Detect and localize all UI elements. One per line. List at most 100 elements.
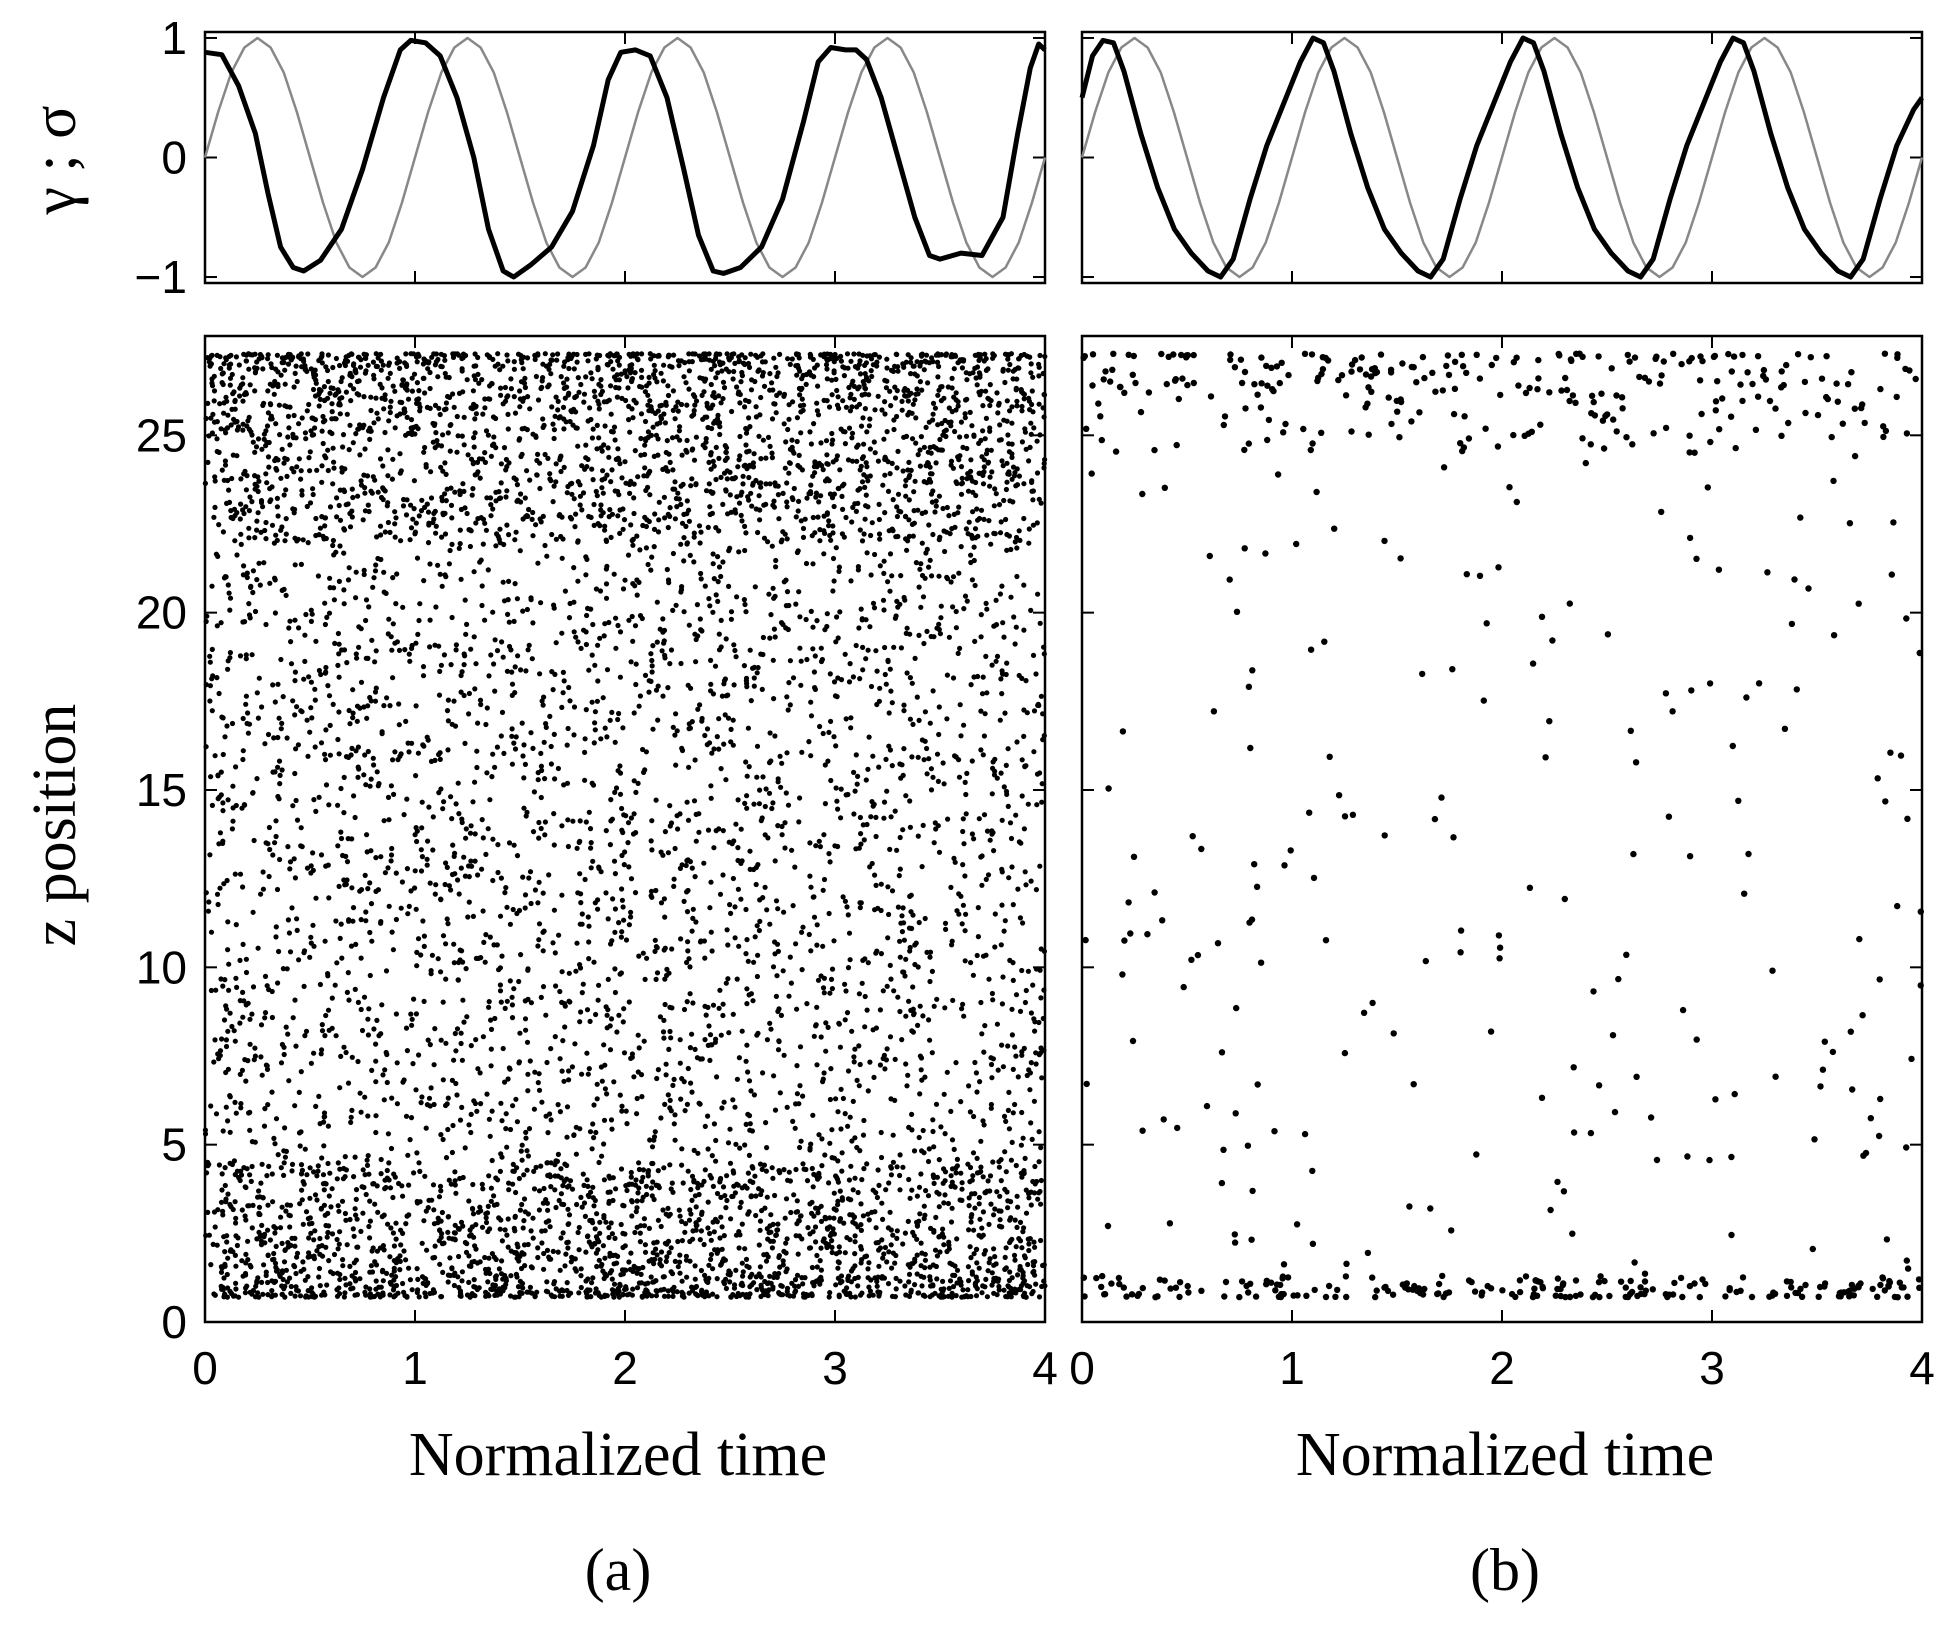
scatter-point: [237, 1020, 243, 1026]
scatter-point: [338, 835, 345, 842]
scatter-point: [647, 398, 653, 404]
scatter-point: [980, 1174, 986, 1180]
scatter-point: [370, 584, 376, 590]
scatter-point: [958, 733, 964, 739]
scatter-point: [950, 997, 956, 1004]
scatter-point: [866, 1217, 872, 1223]
scatter-point: [405, 740, 411, 746]
scatter-point: [479, 1181, 485, 1187]
scatter-point: [1011, 1252, 1018, 1258]
scatter-point: [392, 640, 398, 646]
scatter-point: [920, 822, 926, 829]
scatter-point: [882, 671, 888, 678]
scatter-point: [1010, 1066, 1016, 1072]
scatter-point: [536, 937, 542, 943]
scatter-point: [337, 1085, 343, 1091]
scatter-point: [755, 529, 761, 536]
scatter-point: [576, 839, 582, 846]
scatter-point: [702, 1037, 708, 1043]
scatter-point: [1006, 1089, 1012, 1095]
scatter-point: [461, 488, 467, 494]
scatter-point: [667, 1162, 673, 1168]
scatter-point: [643, 749, 650, 755]
scatter-point: [622, 577, 628, 583]
scatter-point: [553, 461, 559, 467]
scatter-point: [381, 589, 387, 595]
scatter-point: [310, 922, 316, 928]
scatter-point: [684, 889, 690, 895]
scatter-point: [841, 534, 847, 540]
scatter-point: [559, 555, 565, 561]
scatter-point: [548, 743, 554, 750]
scatter-point: [642, 1242, 649, 1248]
scatter-point: [728, 910, 734, 917]
scatter-point: [691, 1147, 697, 1153]
scatter-point: [350, 1226, 356, 1232]
scatter-point: [203, 744, 209, 750]
scatter-point: [279, 767, 285, 773]
scatter-point: [668, 1108, 674, 1114]
scatter-point: [851, 1059, 857, 1065]
scatter-point: [276, 758, 283, 764]
scatter-point: [586, 1066, 592, 1072]
scatter-point: [438, 1037, 444, 1043]
scatter-point: [541, 1185, 547, 1192]
scatter-point: [933, 1214, 939, 1220]
scatter-point: [995, 1067, 1001, 1073]
scatter-point: [1001, 784, 1007, 790]
scatter-point: [968, 1219, 974, 1225]
scatter-point: [454, 449, 460, 455]
scatter-point: [808, 713, 815, 719]
scatter-point: [388, 858, 394, 864]
scatter-point: [244, 570, 250, 576]
scatter-point: [792, 864, 798, 870]
scatter-point: [528, 730, 534, 736]
scatter-point: [889, 888, 896, 894]
scatter-point: [569, 1064, 576, 1070]
scatter-point: [702, 583, 708, 589]
scatter-point: [716, 716, 722, 722]
scatter-point: [972, 1059, 978, 1066]
scatter-point: [815, 412, 822, 418]
scatter-point: [931, 1144, 937, 1150]
scatter-point: [543, 721, 549, 727]
scatter-point: [514, 853, 521, 859]
scatter-point: [892, 395, 899, 401]
scatter-point: [770, 964, 777, 970]
scatter-point: [967, 1109, 974, 1115]
scatter-point: [768, 612, 774, 618]
scatter-point: [712, 663, 719, 669]
scatter-point: [989, 469, 995, 475]
scatter-point: [830, 555, 837, 562]
scatter-point: [906, 1271, 913, 1277]
scatter-point: [349, 885, 355, 891]
scatter-point: [679, 1218, 685, 1225]
scatter-point: [559, 704, 565, 711]
scatter-point: [681, 374, 687, 380]
scatter-point: [373, 685, 379, 691]
scatter-point: [369, 938, 375, 944]
scatter-point: [305, 1274, 311, 1280]
scatter-point: [502, 384, 508, 391]
scatter-point: [566, 684, 572, 691]
scatter-point: [667, 803, 673, 809]
scatter-point: [473, 661, 479, 667]
scatter-point: [470, 388, 476, 394]
scatter-point: [814, 1264, 820, 1270]
scatter-point: [954, 908, 960, 914]
scatter-point: [683, 523, 689, 530]
scatter-point: [257, 1233, 263, 1239]
scatter-point: [608, 534, 614, 541]
scatter-point: [542, 819, 549, 825]
scatter-point: [283, 1148, 289, 1154]
scatter-point: [363, 597, 370, 603]
scatter-point: [583, 374, 589, 380]
scatter-point: [499, 953, 505, 959]
scatter-point: [785, 802, 792, 808]
scatter-point: [720, 872, 726, 878]
scatter-point: [1032, 1244, 1038, 1250]
scatter-point: [921, 757, 927, 763]
scatter-point: [1023, 1294, 1029, 1300]
scatter-point: [816, 1132, 822, 1138]
scatter-point: [854, 781, 860, 787]
